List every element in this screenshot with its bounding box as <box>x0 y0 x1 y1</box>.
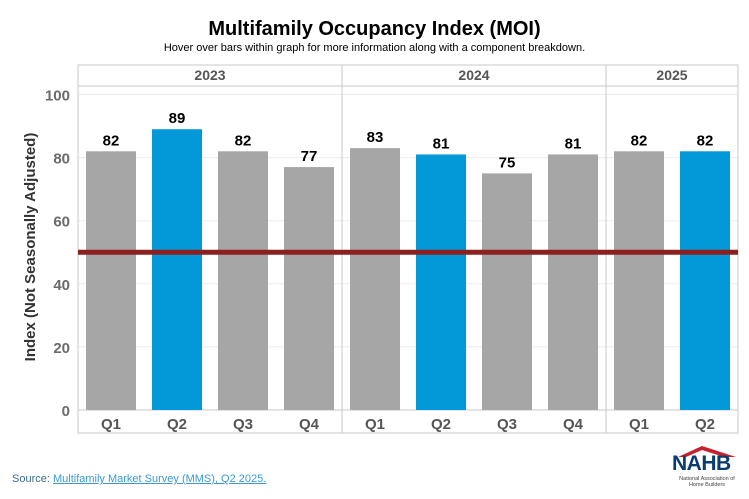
source-prefix: Source: <box>12 473 53 485</box>
bar-2023-Q4 <box>284 167 334 410</box>
data-label: 81 <box>433 135 450 152</box>
y-tick-label: 40 <box>53 277 70 294</box>
x-tick-label: Q2 <box>167 416 187 433</box>
x-tick-label: Q1 <box>629 416 649 433</box>
bar-2024-Q4 <box>548 154 598 410</box>
group-label: 2023 <box>194 67 225 83</box>
nahb-logo: NAHB National Association of Home Builde… <box>672 444 742 492</box>
x-tick-label: Q4 <box>299 416 320 433</box>
group-label: 2025 <box>656 67 687 83</box>
x-tick-label: Q4 <box>563 416 584 433</box>
data-label: 82 <box>631 132 648 149</box>
logo-text: NAHB <box>672 452 731 475</box>
x-tick-label: Q2 <box>431 416 451 433</box>
source-link[interactable]: Multifamily Market Survey (MMS), Q2 2025… <box>52 473 267 485</box>
data-label: 77 <box>301 148 318 165</box>
data-label: 82 <box>103 132 120 149</box>
source-note: Source: Multifamily Market Survey (MMS),… <box>12 473 266 485</box>
logo-subtext: National Association of Home Builders <box>679 476 735 488</box>
data-label: 82 <box>697 132 714 149</box>
group-label: 2024 <box>458 67 489 83</box>
chart-title: Multifamily Occupancy Index (MOI) <box>208 18 541 40</box>
bar-2025-Q1 <box>614 151 664 411</box>
y-tick-label: 100 <box>45 88 70 105</box>
bar-2024-Q1 <box>350 148 400 410</box>
x-tick-label: Q2 <box>695 416 715 433</box>
data-label: 75 <box>499 154 516 171</box>
chart-subtitle: Hover over bars within graph for more in… <box>163 42 586 54</box>
y-tick-label: 20 <box>53 340 70 357</box>
y-axis-label: Index (Not Seasonally Adjusted) <box>22 133 39 362</box>
bar-2025-Q2 <box>680 151 730 411</box>
plot-frame <box>77 64 739 434</box>
bar-2024-Q2 <box>416 154 466 410</box>
bar-2023-Q3 <box>218 151 268 411</box>
bar-2023-Q2 <box>152 129 202 410</box>
x-tick-label: Q1 <box>101 416 121 433</box>
data-label: 81 <box>565 135 582 152</box>
x-tick-label: Q1 <box>365 416 385 433</box>
y-tick-label: 60 <box>53 214 70 231</box>
bar-2023-Q1 <box>86 151 136 411</box>
x-tick-label: Q3 <box>497 416 517 433</box>
bar-2024-Q3 <box>482 173 532 410</box>
data-label: 83 <box>367 129 384 146</box>
x-tick-label: Q3 <box>233 416 253 433</box>
data-label: 89 <box>169 110 186 127</box>
y-tick-label: 0 <box>62 403 70 420</box>
y-tick-label: 80 <box>53 151 70 168</box>
house-roof-icon <box>678 446 736 457</box>
data-label: 82 <box>235 132 252 149</box>
